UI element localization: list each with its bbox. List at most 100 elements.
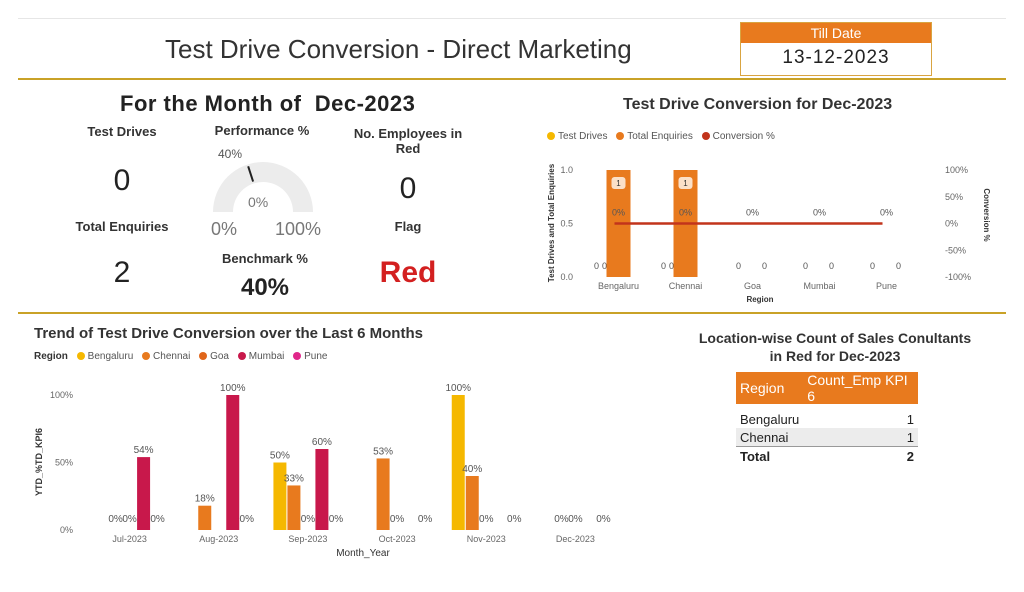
x-tick-label: Pune [876,281,897,291]
y2-tick-label: -100% [945,272,971,282]
gauge-target-marker [247,166,255,182]
total-enquiries-data-label: 1 [616,179,621,188]
trend-data-label: 100% [220,383,246,394]
conversion-data-label: 0% [880,208,893,218]
conversion-chart-legend: Test Drives Total Enquiries Conversion % [547,131,775,142]
y-tick-label: 0% [60,525,73,535]
section-divider [18,312,1006,314]
test-drives-data-label: 0 [602,261,607,271]
conversion-data-label: 0% [612,208,625,218]
data-label-background [611,177,626,189]
trend-data-label: 0% [390,514,405,525]
trend-data-label: 0% [596,514,611,525]
legend-item-test-drives[interactable]: Test Drives [547,131,607,142]
table-cell-count: 1 [803,428,918,447]
test-drives-zero-label: 0 [594,261,599,271]
legend-label: Bengaluru [87,351,134,362]
table-header-count[interactable]: Count_Emp KPI 6 [803,372,918,404]
table-row[interactable]: Chennai 1 [736,428,918,447]
legend-dot-icon [76,352,85,361]
gauge-value-label: 0% [248,194,269,210]
legend-item-chennai[interactable]: Chennai [136,351,190,362]
table-total-value: 2 [803,446,918,465]
trend-data-label: 40% [462,464,482,475]
sales-consultants-table: Region Count_Emp KPI 6 Bengaluru 1 Chenn… [736,372,918,465]
legend-item-total-enquiries[interactable]: Total Enquiries [610,131,693,142]
legend-label: Goa [210,351,229,362]
legend-label: Pune [304,351,328,362]
trend-data-label: 50% [270,451,290,462]
table-cell-region: Bengaluru [740,411,800,427]
employees-red-label: No. Employees in Red [348,126,468,156]
table-header-row: Region Count_Emp KPI 6 [736,372,918,404]
trend-data-label: 0% [554,514,569,525]
trend-data-label: 0% [568,514,583,525]
x-tick-label: Bengaluru [598,281,639,291]
legend-item-pune[interactable]: Pune [287,351,328,362]
table-title: Location-wise Count of Sales Conultants … [690,329,980,365]
legend-item-bengaluru[interactable]: Bengaluru [71,351,134,362]
employees-red-label-line1: No. Employees in [353,126,463,141]
y2-tick-label: -50% [945,245,966,255]
x-tick-label: Nov-2023 [467,534,506,544]
trend-data-label: 0% [150,514,165,525]
test-drives-value: 0 [113,164,131,197]
conversion-data-label: 0% [813,208,826,218]
title-bar-top-line [18,18,1006,19]
trend-bar [465,476,479,530]
legend-item-goa[interactable]: Goa [193,351,229,362]
trend-data-label: 0% [329,514,344,525]
conversion-chart-title: Test Drive Conversion for Dec-2023 [623,96,893,113]
total-enquiries-value: 2 [113,256,131,289]
gauge-track [213,162,313,212]
y2-tick-label: 0% [945,219,958,229]
benchmark-value: 40% [240,274,290,301]
legend-dot-icon [616,132,625,141]
page-title: Test Drive Conversion - Direct Marketing [165,34,632,64]
conversion-data-label: 0% [679,208,692,218]
trend-data-label: 0% [479,514,494,525]
table-total-row: Total 2 [736,446,918,465]
legend-label: Conversion % [712,131,775,142]
test-drives-data-label: 0 [870,261,875,271]
y-tick-label: 0.5 [560,219,573,229]
trend-bar [137,457,151,530]
table-header-region[interactable]: Region [736,372,804,404]
legend-item-conversion[interactable]: Conversion % [696,131,775,142]
x-tick-label: Oct-2023 [379,534,416,544]
y-tick-label: 0.0 [560,272,573,282]
trend-data-label: 0% [301,514,316,525]
data-label-background [678,177,693,189]
test-drives-data-label: 0 [669,261,674,271]
legend-dot-icon [701,132,710,141]
total-enquiries-label: Total Enquiries [75,219,169,234]
y-axis-title: Test Drives and Total Enquiries [547,163,556,282]
gauge-target-label: 40% [218,147,243,161]
legend-label: Mumbai [248,351,285,362]
x-axis-title: Month_Year [336,548,390,559]
employees-red-label-line2: Red [395,141,421,156]
y2-tick-label: 50% [945,192,963,202]
gauge-min-label: 0% [211,219,238,239]
x-tick-label: Aug-2023 [199,534,238,544]
y2-axis-title: Conversion % [982,188,991,241]
trend-chart-title: Trend of Test Drive Conversion over the … [34,325,423,342]
y-axis-title: YTD_%TD_KPI6 [34,428,44,496]
legend-item-mumbai[interactable]: Mumbai [232,351,285,362]
table-row[interactable]: Bengaluru 1 [736,410,918,428]
y-tick-label: 100% [50,390,73,400]
test-drives-zero-label: 0 [661,261,666,271]
trend-data-label: 54% [134,445,154,456]
trend-data-label: 18% [195,494,215,505]
flag-value: Red [379,256,437,289]
month-heading: For the Month of Dec-2023 [120,91,416,116]
trend-bar [226,395,240,530]
legend-title: Region [34,351,68,362]
x-axis-title: Region [746,295,773,304]
trend-bar [376,458,390,530]
performance-gauge [213,162,313,212]
trend-data-label: 0% [418,514,433,525]
x-tick-label: Chennai [669,281,703,291]
trend-bar [315,449,329,530]
trend-data-label: 100% [445,383,471,394]
